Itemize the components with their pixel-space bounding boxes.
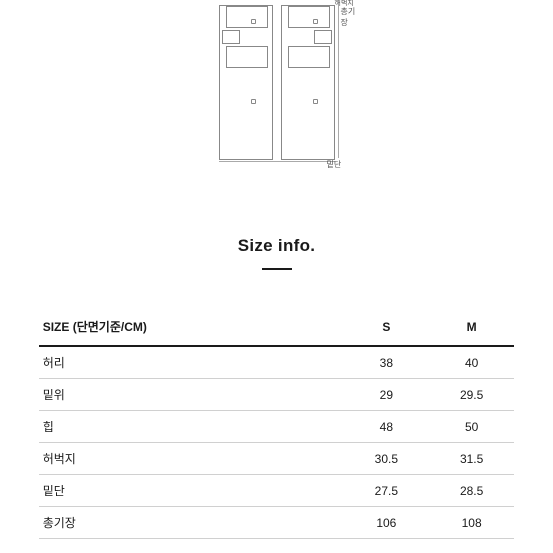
pocket-icon [288, 46, 330, 68]
pocket-small-icon [222, 30, 240, 44]
table-row: 허벅지 30.5 31.5 [39, 443, 515, 475]
table-row: 밑위 29 29.5 [39, 379, 515, 411]
table-header-col: M [429, 310, 514, 346]
page: 허벅지 총기장 밑단 Size info. SIZE (단면기준/CM) S M… [0, 0, 553, 553]
title-block: Size info. [0, 236, 553, 270]
table-cell-value: 50 [429, 411, 514, 443]
table-cell-label: 힙 [39, 411, 344, 443]
table-cell-value: 29.5 [429, 379, 514, 411]
pocket-icon [226, 6, 268, 28]
title-underline [262, 268, 292, 270]
pocket-small-icon [314, 30, 332, 44]
table-row: 밑단 27.5 28.5 [39, 475, 515, 507]
snap-icon [251, 99, 256, 104]
snap-icon [313, 99, 318, 104]
table-cell-value: 40 [429, 346, 514, 379]
pant-leg-right [281, 5, 335, 160]
section-title: Size info. [0, 236, 553, 256]
pants-diagram: 허벅지 총기장 밑단 [197, 0, 357, 168]
table-cell-value: 38 [344, 346, 429, 379]
guide-line-height [338, 0, 339, 158]
table-cell-label: 허리 [39, 346, 344, 379]
table-cell-label: 허벅지 [39, 443, 344, 475]
diagram-label-hem: 밑단 [327, 159, 342, 170]
table-cell-value: 27.5 [344, 475, 429, 507]
table-cell-label: 밑단 [39, 475, 344, 507]
size-table-container: SIZE (단면기준/CM) S M 허리 38 40 밑위 29 29.5 힙 [39, 310, 515, 539]
table-cell-value: 29 [344, 379, 429, 411]
guide-line-hem [219, 161, 335, 162]
table-cell-label: 밑위 [39, 379, 344, 411]
table-header-col: S [344, 310, 429, 346]
snap-icon [251, 19, 256, 24]
table-cell-value: 31.5 [429, 443, 514, 475]
table-cell-value: 30.5 [344, 443, 429, 475]
diagram-container: 허벅지 총기장 밑단 [0, 0, 553, 168]
pant-leg-left [219, 5, 273, 160]
diagram-label-length: 총기장 [341, 6, 357, 28]
size-table: SIZE (단면기준/CM) S M 허리 38 40 밑위 29 29.5 힙 [39, 310, 515, 539]
table-header-row: SIZE (단면기준/CM) S M [39, 310, 515, 346]
table-header-label: SIZE (단면기준/CM) [39, 310, 344, 346]
table-cell-label: 총기장 [39, 507, 344, 539]
pocket-icon [226, 46, 268, 68]
table-row: 힙 48 50 [39, 411, 515, 443]
pocket-icon [288, 6, 330, 28]
table-cell-value: 28.5 [429, 475, 514, 507]
table-cell-value: 108 [429, 507, 514, 539]
table-cell-value: 106 [344, 507, 429, 539]
table-row: 허리 38 40 [39, 346, 515, 379]
table-row: 총기장 106 108 [39, 507, 515, 539]
table-cell-value: 48 [344, 411, 429, 443]
snap-icon [313, 19, 318, 24]
